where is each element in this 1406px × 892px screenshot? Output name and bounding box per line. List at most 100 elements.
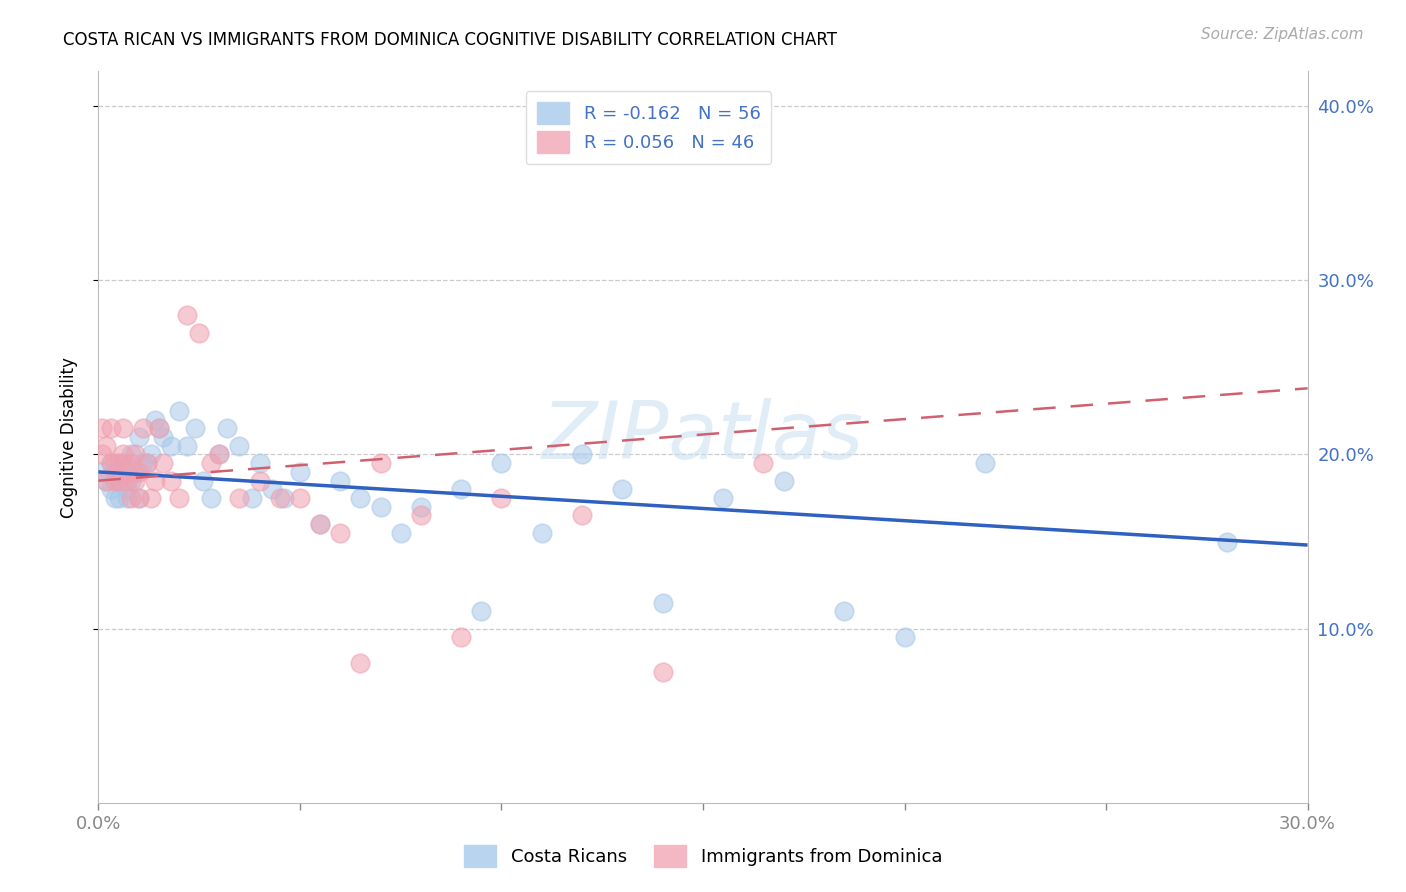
Point [491, 491, 513, 505]
Point [240, 491, 263, 505]
Point [107, 456, 129, 470]
Point [329, 525, 352, 540]
Point [111, 474, 134, 488]
Point [143, 412, 166, 426]
Text: COSTA RICAN VS IMMIGRANTS FROM DOMINICA COGNITIVE DISABILITY CORRELATION CHART: COSTA RICAN VS IMMIGRANTS FROM DOMINICA … [63, 31, 837, 49]
Point [269, 491, 291, 505]
Point [893, 631, 915, 645]
Point [309, 517, 332, 532]
Point [124, 465, 146, 479]
Point [288, 465, 311, 479]
Point [188, 326, 211, 340]
Point [115, 491, 138, 505]
Point [120, 448, 142, 462]
Point [152, 430, 174, 444]
Legend: Costa Ricans, Immigrants from Dominica: Costa Ricans, Immigrants from Dominica [457, 838, 949, 874]
Point [115, 465, 138, 479]
Point [96, 474, 118, 488]
Point [217, 421, 239, 435]
Point [135, 456, 157, 470]
Point [176, 308, 198, 322]
Point [184, 421, 207, 435]
Point [128, 491, 150, 505]
Point [450, 631, 472, 645]
Point [470, 604, 492, 618]
Point [103, 474, 125, 488]
Point [91, 448, 114, 462]
Point [200, 491, 222, 505]
Point [167, 491, 190, 505]
Point [711, 491, 734, 505]
Point [832, 604, 855, 618]
Point [651, 665, 673, 680]
Point [349, 657, 371, 671]
Point [193, 474, 215, 488]
Point [128, 491, 150, 505]
Point [370, 500, 392, 514]
Point [752, 456, 775, 470]
Point [167, 404, 190, 418]
Point [450, 483, 472, 497]
Point [120, 474, 142, 488]
Point [115, 474, 138, 488]
Point [120, 456, 142, 470]
Point [100, 421, 122, 435]
Point [124, 448, 146, 462]
Point [103, 456, 125, 470]
Point [148, 421, 170, 435]
Point [200, 456, 222, 470]
Point [107, 474, 129, 488]
Point [974, 456, 997, 470]
Y-axis label: Cognitive Disability: Cognitive Disability [59, 357, 77, 517]
Point [139, 491, 162, 505]
Point [111, 456, 134, 470]
Point [96, 474, 118, 488]
Point [107, 491, 129, 505]
Point [208, 448, 231, 462]
Point [370, 456, 392, 470]
Point [91, 465, 114, 479]
Point [124, 474, 146, 488]
Point [571, 448, 593, 462]
Point [100, 456, 122, 470]
Legend: R = -0.162   N = 56, R = 0.056   N = 46: R = -0.162 N = 56, R = 0.056 N = 46 [526, 91, 772, 164]
Point [132, 456, 155, 470]
Point [772, 474, 794, 488]
Point [491, 456, 513, 470]
Point [115, 483, 138, 497]
Point [228, 491, 250, 505]
Point [273, 491, 295, 505]
Point [135, 456, 157, 470]
Point [530, 525, 553, 540]
Point [103, 491, 125, 505]
Point [409, 508, 432, 523]
Point [152, 456, 174, 470]
Point [329, 474, 352, 488]
Point [176, 439, 198, 453]
Point [128, 430, 150, 444]
Point [260, 483, 283, 497]
Point [409, 500, 432, 514]
Point [91, 421, 114, 435]
Point [100, 456, 122, 470]
Point [111, 421, 134, 435]
Point [103, 465, 125, 479]
Point [143, 474, 166, 488]
Point [249, 456, 271, 470]
Point [107, 474, 129, 488]
Point [288, 491, 311, 505]
Point [100, 483, 122, 497]
Point [148, 421, 170, 435]
Point [249, 474, 271, 488]
Point [160, 439, 183, 453]
Point [349, 491, 371, 505]
Point [612, 483, 634, 497]
Point [139, 448, 162, 462]
Point [132, 421, 155, 435]
Point [1216, 534, 1239, 549]
Point [571, 508, 593, 523]
Point [128, 465, 150, 479]
Point [389, 525, 412, 540]
Text: ZIPatlas: ZIPatlas [541, 398, 865, 476]
Point [120, 491, 142, 505]
